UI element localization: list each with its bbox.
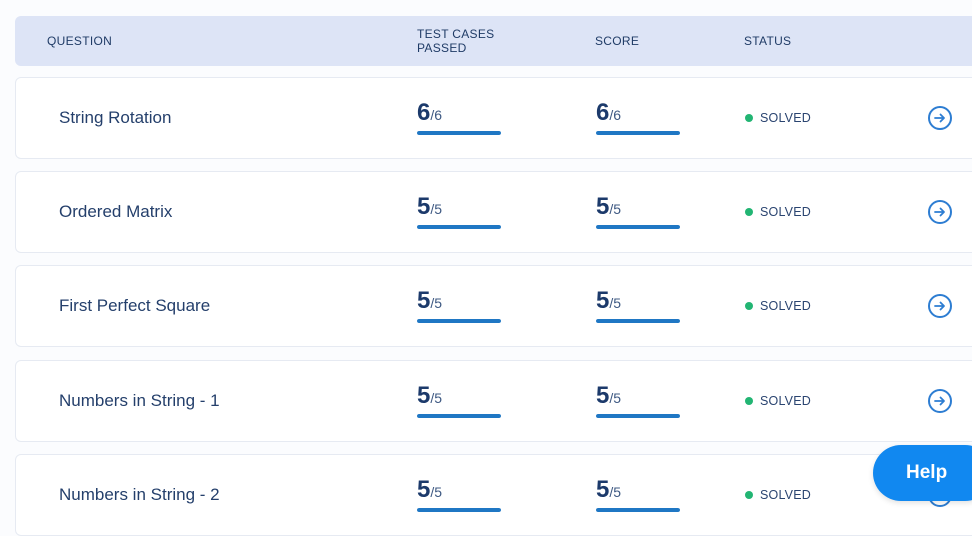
status-label: SOLVED: [760, 111, 811, 125]
score-progress-bar: [596, 508, 680, 512]
header-test-cases-line2: PASSED: [417, 41, 467, 55]
test-cases-metric: 5/5: [417, 477, 501, 512]
test-cases-progress-bar: [417, 225, 501, 229]
question-name[interactable]: Numbers in String - 1: [59, 391, 220, 410]
status-badge: SOLVED: [745, 266, 811, 346]
arrow-right-circle-icon[interactable]: [928, 389, 952, 413]
question-name[interactable]: Ordered Matrix: [59, 202, 173, 221]
test-cases-progress-bar: [417, 508, 501, 512]
test-cases-passed: 6: [417, 99, 431, 126]
test-cases-progress-bar: [417, 414, 501, 418]
score-value: 5: [596, 382, 610, 409]
header-score: SCORE: [595, 34, 640, 48]
question-name[interactable]: First Perfect Square: [59, 296, 211, 315]
test-cases-passed: 5: [417, 287, 431, 314]
score-metric: 5/5: [596, 288, 680, 323]
table-row[interactable]: Numbers in String - 2 5/5 5/5 SOLVED: [15, 454, 972, 536]
status-label: SOLVED: [760, 394, 811, 408]
table-row[interactable]: First Perfect Square 5/5 5/5 SOLVED: [15, 265, 972, 347]
status-dot-icon: [745, 208, 753, 216]
test-cases-total: /5: [430, 484, 443, 500]
status-badge: SOLVED: [745, 455, 811, 535]
score-metric: 6/6: [596, 100, 680, 135]
status-badge: SOLVED: [745, 78, 811, 158]
score-value: 5: [596, 193, 610, 220]
test-cases-metric: 5/5: [417, 383, 501, 418]
test-cases-metric: 5/5: [417, 194, 501, 229]
score-total: /5: [609, 390, 622, 406]
status-dot-icon: [745, 491, 753, 499]
arrow-right-circle-icon[interactable]: [928, 294, 952, 318]
status-badge: SOLVED: [745, 361, 811, 441]
score-metric: 5/5: [596, 477, 680, 512]
test-cases-passed: 5: [417, 193, 431, 220]
arrow-right-circle-icon[interactable]: [928, 106, 952, 130]
table-row[interactable]: Numbers in String - 1 5/5 5/5 SOLVED: [15, 360, 972, 442]
test-cases-progress-bar: [417, 131, 501, 135]
header-test-cases-line1: TEST CASES: [417, 27, 495, 41]
status-label: SOLVED: [760, 299, 811, 313]
score-total: /5: [609, 201, 622, 217]
test-cases-total: /5: [430, 295, 443, 311]
test-cases-total: /6: [430, 107, 443, 123]
status-dot-icon: [745, 114, 753, 122]
test-cases-metric: 6/6: [417, 100, 501, 135]
status-label: SOLVED: [760, 205, 811, 219]
status-dot-icon: [745, 302, 753, 310]
score-progress-bar: [596, 414, 680, 418]
question-name[interactable]: Numbers in String - 2: [59, 485, 220, 504]
score-value: 5: [596, 476, 610, 503]
score-total: /5: [609, 295, 622, 311]
score-total: /6: [609, 107, 622, 123]
score-progress-bar: [596, 225, 680, 229]
test-cases-metric: 5/5: [417, 288, 501, 323]
status-dot-icon: [745, 397, 753, 405]
arrow-right-circle-icon[interactable]: [928, 200, 952, 224]
header-test-cases: TEST CASES PASSED: [417, 16, 527, 66]
score-value: 6: [596, 99, 610, 126]
test-cases-total: /5: [430, 201, 443, 217]
header-question: QUESTION: [47, 34, 113, 48]
status-label: SOLVED: [760, 488, 811, 502]
test-cases-total: /5: [430, 390, 443, 406]
test-cases-progress-bar: [417, 319, 501, 323]
question-name[interactable]: String Rotation: [59, 108, 172, 127]
score-total: /5: [609, 484, 622, 500]
score-value: 5: [596, 287, 610, 314]
header-status: STATUS: [744, 34, 792, 48]
table-row[interactable]: String Rotation 6/6 6/6 SOLVED: [15, 77, 972, 159]
test-cases-passed: 5: [417, 476, 431, 503]
score-progress-bar: [596, 319, 680, 323]
status-badge: SOLVED: [745, 172, 811, 252]
score-metric: 5/5: [596, 194, 680, 229]
score-metric: 5/5: [596, 383, 680, 418]
table-header: QUESTION TEST CASES PASSED SCORE STATUS: [15, 16, 972, 66]
table-row[interactable]: Ordered Matrix 5/5 5/5 SOLVED: [15, 171, 972, 253]
help-button[interactable]: Help: [873, 445, 972, 501]
score-progress-bar: [596, 131, 680, 135]
test-cases-passed: 5: [417, 382, 431, 409]
